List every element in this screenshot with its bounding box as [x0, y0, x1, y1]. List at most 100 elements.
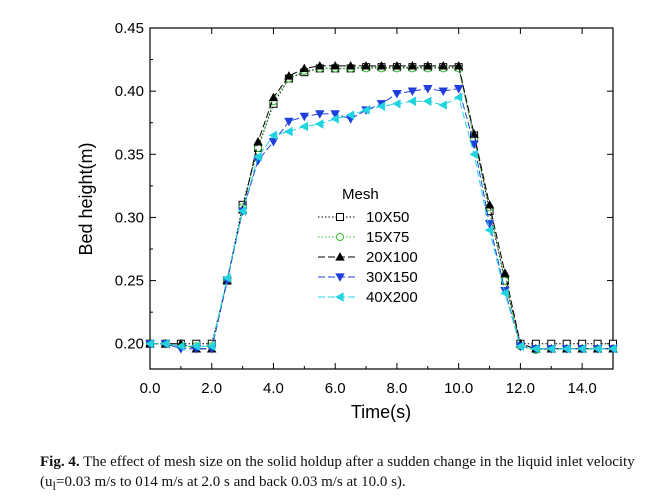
data-point	[284, 117, 294, 127]
data-point	[453, 61, 464, 70]
data-point	[376, 101, 386, 112]
legend-item: 30X150	[318, 269, 418, 286]
legend-label: 15X75	[366, 229, 409, 246]
figure-caption: Fig. 4. The effect of mesh size on the s…	[40, 452, 660, 496]
data-point	[330, 114, 339, 124]
data-point	[438, 87, 448, 96]
data-point	[315, 61, 325, 70]
legend-marker	[335, 273, 345, 282]
data-point	[237, 206, 247, 216]
data-point	[546, 344, 555, 354]
data-point	[299, 112, 310, 122]
data-point	[315, 110, 325, 119]
legend-marker	[335, 252, 345, 261]
data-point	[299, 63, 310, 73]
chart: 0.0 2.0 4.0 6.0 8.0 10.0 12.0 14.0 0.20 0.25 0.30 0…	[76, 20, 618, 422]
legend-label: 40X200	[366, 289, 418, 306]
caption-subscript: l	[52, 479, 56, 493]
x-axis-title: Time(s)	[351, 402, 411, 422]
x-tick-label: 14.0	[568, 380, 597, 397]
legend-label: 20X100	[366, 249, 418, 266]
data-point	[423, 61, 433, 70]
data-point	[160, 339, 170, 349]
data-point	[469, 149, 478, 160]
legend-item: 15X75	[318, 229, 409, 246]
x-tick-label: 12.0	[506, 380, 535, 397]
data-point	[268, 130, 278, 141]
x-tick-label: 6.0	[325, 380, 346, 397]
data-point	[407, 87, 418, 96]
data-point	[438, 61, 448, 70]
data-point	[500, 268, 510, 277]
data-point	[345, 110, 355, 120]
data-point	[422, 96, 432, 106]
data-point	[592, 344, 602, 354]
legend-item: 10X50	[318, 209, 409, 226]
data-point	[284, 71, 294, 80]
axis-ticks: 0.0 2.0 4.0 6.0 8.0 10.0 12.0 14.0 0.20 0.25 0.30 0…	[115, 20, 613, 397]
data-point	[392, 61, 402, 70]
x-tick-label: 8.0	[387, 380, 408, 397]
data-point	[253, 136, 263, 146]
data-point	[268, 92, 279, 102]
data-point	[206, 341, 216, 351]
series-40X200	[145, 92, 617, 354]
data-point	[407, 96, 417, 106]
y-tick-label: 0.40	[115, 83, 144, 100]
data-point	[284, 126, 293, 137]
data-point	[145, 339, 154, 349]
data-point	[345, 61, 356, 70]
caption-text-after: =0.03 m/s to 014 m/s at 2.0 s and back 0…	[55, 474, 406, 490]
data-point	[515, 341, 525, 351]
legend-label: 10X50	[366, 209, 409, 226]
y-tick-label: 0.20	[115, 336, 144, 353]
x-tick-label: 10.0	[444, 380, 473, 397]
legend: Mesh 10X50 15X75 20X100 30X150 40X200	[318, 186, 418, 306]
y-tick-label: 0.45	[115, 20, 144, 37]
data-point	[500, 288, 509, 298]
data-point	[531, 344, 540, 354]
y-tick-label: 0.35	[115, 146, 144, 163]
legend-marker	[336, 213, 344, 221]
legend-item: 20X100	[318, 249, 418, 266]
data-point	[392, 99, 401, 109]
data-point	[453, 92, 463, 103]
caption-label: Fig. 4.	[40, 454, 80, 470]
data-series	[145, 61, 618, 355]
legend-title: Mesh	[342, 186, 379, 203]
x-tick-label: 4.0	[263, 380, 284, 397]
legend-marker	[336, 233, 344, 241]
data-point	[330, 61, 340, 70]
data-point	[392, 90, 402, 99]
data-point	[176, 341, 185, 351]
data-point	[314, 119, 324, 129]
data-point	[407, 61, 418, 70]
caption-text: The effect of mesh size on the solid hol…	[40, 454, 635, 490]
data-point	[577, 344, 586, 354]
legend-item: 40X200	[318, 289, 418, 306]
data-point	[222, 273, 231, 283]
data-point	[253, 152, 262, 162]
data-point	[361, 61, 371, 70]
legend-label: 30X150	[366, 269, 418, 286]
data-point	[484, 199, 495, 209]
data-point	[561, 344, 571, 354]
data-point	[268, 138, 279, 147]
data-point	[361, 105, 370, 115]
data-point	[423, 84, 433, 94]
y-axis-title: Bed height(m)	[76, 142, 96, 255]
plot-frame	[149, 27, 614, 370]
data-point	[330, 110, 340, 119]
data-point	[191, 341, 200, 351]
x-tick-label: 2.0	[201, 380, 222, 397]
legend-marker	[335, 292, 344, 302]
x-tick-label: 0.0	[140, 380, 161, 397]
data-point	[469, 140, 479, 150]
y-tick-label: 0.25	[115, 273, 144, 290]
data-point	[484, 225, 494, 235]
data-point	[438, 100, 447, 110]
data-point	[453, 84, 464, 94]
data-point	[299, 121, 308, 132]
y-tick-label: 0.30	[115, 209, 144, 226]
data-point	[376, 61, 387, 70]
